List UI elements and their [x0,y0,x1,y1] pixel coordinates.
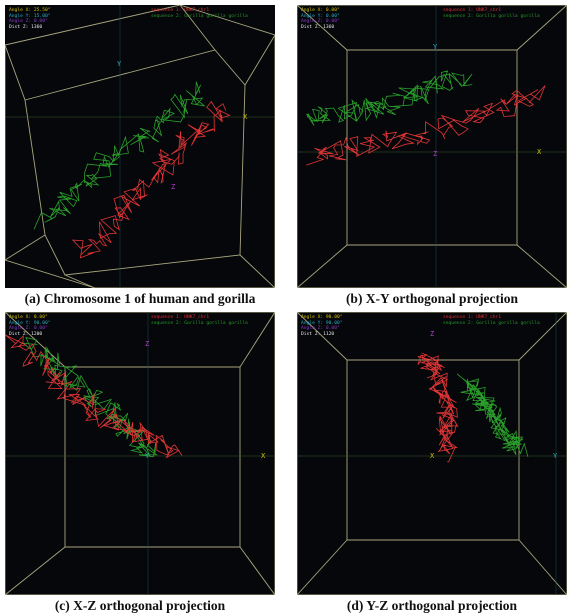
info-line: Angle X: 90.00° [301,315,343,321]
info-line: Dist Z: 1200 [9,332,51,338]
axis-label: Y [553,452,557,460]
overlay-info: Angle X: 90.00°Angle Y: 90.00°Angle Z: 0… [301,315,343,337]
panel: X Y Z Angle X: 25.50°Angle Y: 15.00°Angle Z… [5,5,275,288]
scene [5,312,275,595]
box-edge [245,35,275,85]
caption: (b) X-Y orthogonal projection [289,291,572,307]
info-line: Angle Z: 0.00° [9,326,51,332]
axis-label: X [243,113,247,121]
axis-label: Z [145,340,149,348]
legend-line: sequence 2: Gorilla gorilla gorilla [443,321,540,327]
info-line: Angle X: 0.00° [301,8,340,14]
box-edge [297,540,347,595]
caption: (d) Y-Z orthogonal projection [289,598,572,614]
box-edge [519,540,567,595]
box-face [297,5,567,288]
box-edge [517,245,567,288]
legend-line: sequence 2: Gorilla gorilla gorilla [151,14,248,20]
box-edge [5,547,65,595]
axis-label: X [261,452,265,460]
legend-line: sequence 2: Gorilla gorilla gorilla [443,14,540,20]
sequence-trace [457,374,528,457]
box-edge [65,275,95,288]
info-line: Angle Z: 0.00° [301,326,343,332]
panel: X Y Z Angle X: 90.00°Angle Y: 90.00°Angle Z… [297,312,567,595]
axis-label: Y [117,60,121,68]
box-edge [240,255,275,288]
sequence-trace [418,353,458,462]
info-line: Angle X: 0.00° [9,315,51,321]
scene [5,5,275,288]
info-line: Angle Z: 0.00° [9,19,51,25]
overlay-info: Angle X: 25.50°Angle Y: 15.00°Angle Z: 0… [9,8,51,30]
caption: (c) X-Z orthogonal projection [0,598,283,614]
axis-label: Z [433,150,437,158]
caption: (a) Chromosome 1 of human and gorilla [0,291,283,307]
axis-label: Y [145,452,149,460]
box-edge [5,45,25,100]
overlay-info: Angle X: 0.00°Angle Y: 0.00°Angle Z: 0.0… [301,8,340,30]
axis-label: Y [433,43,437,51]
info-line: Dist Z: 1360 [9,25,51,31]
figure: X Y Z Angle X: 25.50°Angle Y: 15.00°Angle Z… [0,0,572,614]
sequence-trace [23,338,157,457]
info-line: Angle X: 25.50° [9,8,51,14]
info-line: Dist Z: 1120 [301,332,343,338]
panel: X Y Z Angle X: 0.00°Angle Y: 90.00°Angle Z:… [5,312,275,595]
legend-line: sequence 2: Gorilla gorilla gorilla [151,321,248,327]
overlay-info: Angle X: 0.00°Angle Y: 90.00°Angle Z: 0.… [9,315,51,337]
box-face [5,5,275,288]
box-edge [297,245,347,288]
box-edge [5,235,45,260]
info-line: Dist Z: 1360 [301,25,340,31]
sequence-trace [73,102,230,258]
scene [297,5,567,288]
info-line: Angle Z: 0.00° [301,19,340,25]
box-face [25,50,245,275]
axis-label: Z [430,330,434,338]
axis-label: X [430,452,434,460]
axis-label: Z [171,183,175,191]
box-edge [240,547,275,595]
panel: X Y Z Angle X: 0.00°Angle Y: 0.00°Angle Z: … [297,5,567,288]
sequence-trace [6,335,182,457]
axis-label: X [537,148,541,156]
